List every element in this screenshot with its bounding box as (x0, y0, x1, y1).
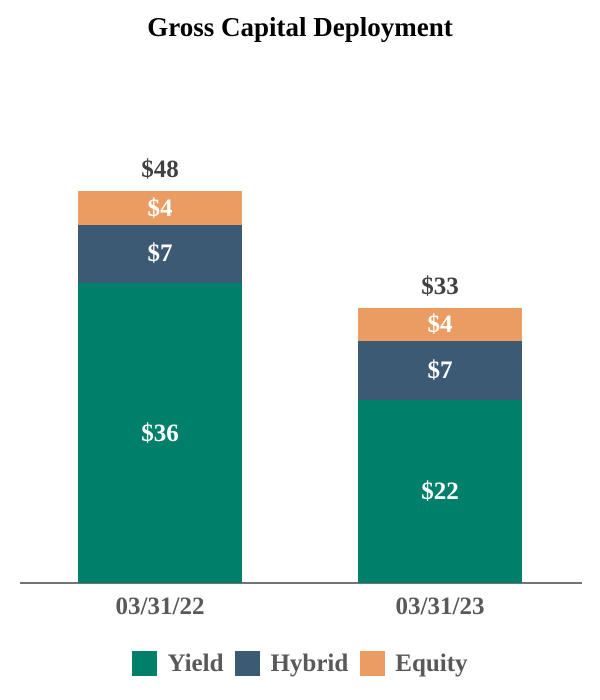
legend-item-hybrid: Hybrid (235, 651, 348, 676)
legend-swatch-equity (360, 651, 386, 676)
bar-total-label: $33 (421, 272, 459, 300)
legend-swatch-yield (132, 651, 158, 676)
bar-segment-hybrid: $7 (78, 224, 242, 283)
legend-label: Equity (395, 650, 468, 677)
legend-item-equity: Equity (360, 650, 468, 677)
bar-segment-equity: $4 (358, 308, 522, 342)
plot-area: $36 $7 $4 $48 $22 $7 $4 $33 (20, 155, 582, 584)
x-axis-line (20, 582, 582, 584)
bar-segment-yield: $22 (358, 399, 522, 583)
segment-value-label: $4 (147, 194, 173, 222)
x-axis-label: 03/31/22 (115, 593, 205, 620)
segment-value-label: $7 (147, 240, 173, 268)
chart-title: Gross Capital Deployment (147, 12, 453, 42)
legend-label: Yield (167, 650, 224, 677)
bar-segment-hybrid: $7 (358, 341, 522, 400)
segment-value-label: $36 (141, 419, 179, 447)
segment-value-label: $4 (427, 311, 453, 339)
x-axis-label: 03/31/23 (395, 593, 485, 620)
legend-item-yield: Yield (132, 651, 223, 676)
segment-value-label: $7 (427, 357, 453, 384)
segment-value-label: $22 (421, 477, 459, 505)
legend-swatch-hybrid (235, 651, 261, 676)
bar-segment-yield: $36 (78, 283, 242, 583)
bar-total-label: $48 (141, 155, 179, 183)
legend-label: Hybrid (270, 650, 349, 677)
legend: Yield Hybrid Equity (0, 651, 600, 676)
bar-segment-equity: $4 (78, 191, 242, 225)
